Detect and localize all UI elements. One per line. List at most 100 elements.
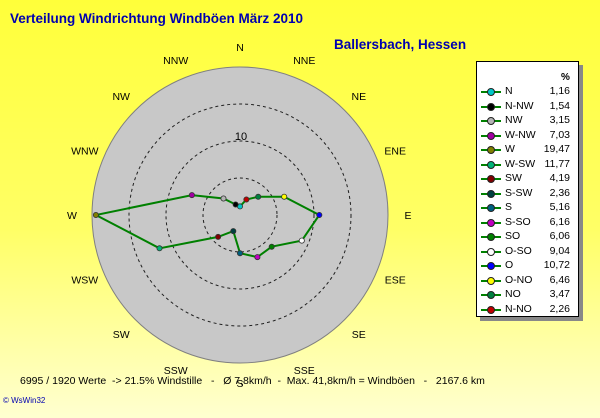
legend-item: O-SO 9,04: [477, 245, 578, 259]
legend-item: NW 3,15: [477, 114, 578, 128]
data-point-sw: [215, 233, 222, 240]
ring-label: 10: [235, 131, 247, 143]
legend-marker: [487, 218, 495, 227]
credit: © WsWin32: [3, 396, 46, 405]
legend-value: 4,19: [549, 172, 570, 184]
legend-value: 19,47: [543, 143, 570, 155]
legend-item: S 5,16: [477, 201, 578, 215]
direction-label-sw: SW: [113, 329, 130, 341]
chart-title: Verteilung Windrichtung Windböen März 20…: [10, 11, 304, 26]
legend-unit: %: [561, 72, 570, 83]
direction-label-ne: NE: [352, 91, 367, 103]
legend-label: SW: [505, 172, 522, 184]
legend-marker: [487, 189, 495, 198]
legend-item: S-SW 2,36: [477, 187, 578, 201]
data-point-s-so: [254, 254, 261, 261]
legend-label: W-SW: [505, 157, 536, 170]
legend-label: N: [505, 85, 513, 97]
legend-marker: [487, 233, 495, 241]
legend-label: S: [505, 201, 513, 213]
data-point-w-nw: [188, 192, 195, 199]
data-point-s-sw: [230, 228, 237, 235]
direction-label-e: E: [404, 210, 411, 222]
legend-value: 2,36: [549, 186, 570, 199]
legend-value: 1,16: [549, 85, 570, 97]
legend-value: 3,47: [549, 288, 570, 300]
data-point-o: [316, 211, 323, 218]
legend-item: O-NO 6,46: [477, 274, 578, 288]
legend-item: W-SW 11,77: [477, 158, 578, 172]
direction-label-s: S: [236, 378, 243, 390]
plot-area: [91, 66, 389, 364]
legend-value: 1,54: [549, 99, 570, 112]
legend-value: 6,16: [549, 215, 570, 228]
legend-marker: [487, 204, 495, 212]
legend-value: 2,26: [549, 302, 570, 315]
legend-label: W: [505, 143, 515, 155]
legend-marker: [487, 102, 495, 111]
direction-label-ene: ENE: [384, 146, 406, 158]
legend-value: 6,06: [549, 230, 570, 242]
direction-label-wsw: WSW: [71, 274, 98, 286]
legend-label: O-SO: [505, 244, 532, 257]
grid-ring-2: [165, 140, 315, 290]
direction-label-ssw: SSW: [164, 365, 188, 377]
legend-item: N-NW 1,54: [477, 100, 578, 114]
data-point-s: [236, 250, 243, 257]
legend-value: 7,03: [549, 128, 570, 141]
direction-label-nne: NNE: [293, 55, 315, 67]
legend-value: 3,15: [549, 114, 570, 126]
legend-item: SW 4,19: [477, 172, 578, 186]
legend-label: W-NW: [505, 128, 536, 141]
direction-label-wnw: WNW: [71, 146, 98, 158]
legend-label: O: [505, 259, 514, 271]
legend-label: N-NW: [505, 99, 534, 112]
legend-item: SO 6,06: [477, 230, 578, 244]
grid-ring-1: [202, 177, 278, 253]
data-point-w-sw: [156, 245, 163, 252]
legend-label: N-NO: [505, 302, 532, 315]
legend-item: W 19,47: [477, 143, 578, 157]
data-point-n-no: [243, 196, 250, 203]
legend-label: S-SW: [505, 186, 533, 199]
legend-marker: [487, 291, 495, 299]
legend-marker: [487, 262, 495, 270]
footer-stats: 6995 / 1920 Werte -> 21.5% Windstille - …: [20, 375, 485, 387]
legend-value: 10,72: [543, 259, 570, 271]
legend-value: 11,77: [544, 157, 571, 170]
direction-label-se: SE: [352, 329, 366, 341]
legend-item: S-SO 6,16: [477, 216, 578, 230]
legend-label: O-NO: [505, 273, 533, 286]
grid-ring-3: [128, 103, 352, 327]
chart-subtitle: Ballersbach, Hessen: [334, 37, 467, 52]
data-point-nw: [220, 195, 227, 202]
data-point-no: [255, 193, 262, 200]
legend-marker: [487, 160, 495, 169]
legend-value: 5,16: [549, 201, 570, 213]
data-point-o-so: [298, 237, 305, 244]
legend: % N 1,16 N-NW 1,54 NW 3,15 W-NW 7,03 W 19,47 W-SW 1…: [476, 61, 579, 317]
legend-label: SO: [505, 230, 521, 242]
legend-marker: [487, 175, 495, 183]
legend-marker: [487, 305, 495, 314]
data-point-so: [268, 243, 275, 250]
direction-label-nnw: NNW: [163, 55, 188, 67]
legend-label: NO: [505, 288, 521, 300]
legend-item: N 1,16: [477, 85, 578, 99]
direction-label-nw: NW: [112, 91, 130, 103]
direction-label-w: W: [67, 210, 77, 222]
legend-item: NO 3,47: [477, 288, 578, 302]
direction-label-sse: SSE: [294, 365, 315, 377]
data-point-o-no: [281, 193, 288, 200]
legend-marker: [487, 117, 495, 125]
legend-value: 9,04: [549, 244, 570, 257]
legend-value: 6,46: [549, 273, 570, 286]
legend-item: O 10,72: [477, 259, 578, 273]
direction-label-n: N: [236, 42, 244, 54]
legend-marker: [487, 247, 495, 256]
legend-label: NW: [505, 114, 523, 126]
legend-marker: [487, 146, 495, 154]
data-point-n-nw: [232, 201, 239, 208]
legend-marker: [487, 131, 495, 140]
